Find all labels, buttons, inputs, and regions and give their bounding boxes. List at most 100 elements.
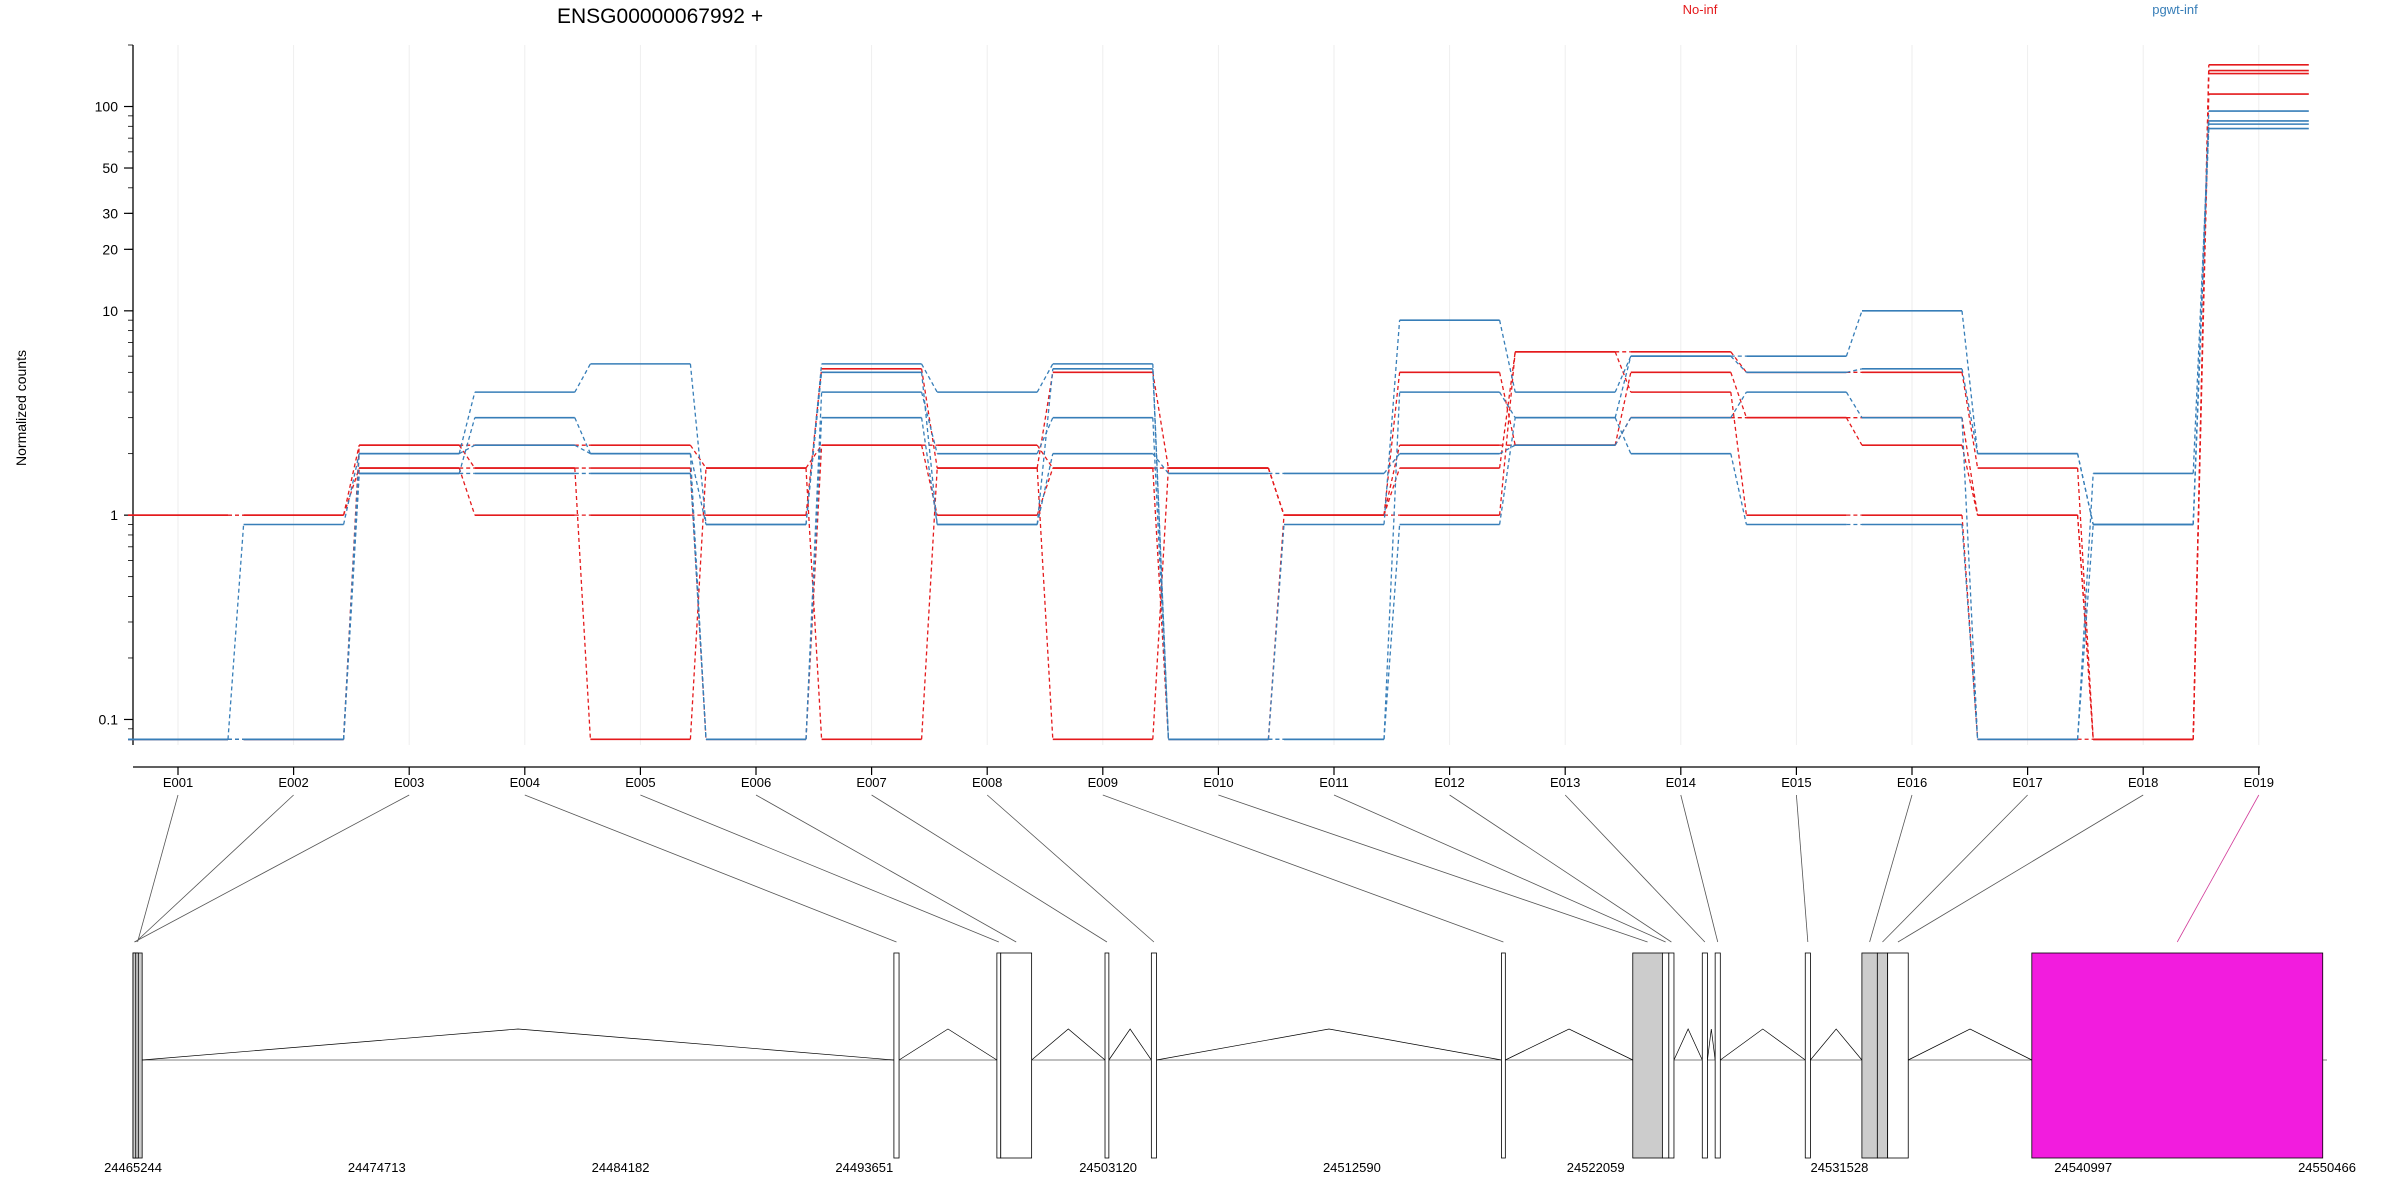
legend-label-no-inf: No-inf — [1683, 2, 1718, 17]
series-connector — [1730, 453, 1748, 525]
coordinate-label: 24465244 — [104, 1160, 162, 1175]
exon-e011 — [1661, 952, 1670, 1159]
connector-e014 — [1680, 794, 1719, 943]
series-connector — [1730, 392, 1748, 516]
series-connector — [920, 372, 938, 525]
intron — [1673, 1028, 1703, 1061]
series-connector — [1498, 417, 1516, 525]
x-tick-label-e009: E009 — [1088, 775, 1118, 790]
connector-e012 — [1449, 794, 1672, 943]
x-tick-label-e004: E004 — [510, 775, 540, 790]
series-connector — [1152, 468, 1170, 740]
axes: E001 E002 E003 E004 E005 E006 E007 E008 E009 E010… — [95, 44, 2274, 790]
intron — [1108, 1028, 1152, 1061]
x-tick-label-e017: E017 — [2012, 775, 2042, 790]
connector-e017 — [1882, 794, 2028, 943]
exon-e004 — [893, 952, 900, 1159]
intron — [1707, 1028, 1716, 1061]
series-connector — [1498, 372, 1516, 446]
exon-e006 — [1000, 952, 1033, 1159]
exon-e003 — [132, 952, 137, 1159]
exon-e005 — [996, 952, 1002, 1159]
series-connector — [1614, 351, 1632, 393]
series-connector — [1383, 453, 1401, 474]
series-connector — [1498, 320, 1516, 393]
exon-e013 — [1701, 952, 1708, 1159]
intron — [1505, 1028, 1633, 1061]
series-connector — [2076, 524, 2094, 740]
series-connector — [1036, 453, 1054, 525]
series-connector — [1036, 444, 1054, 469]
series-connector — [2192, 94, 2210, 740]
series-connector — [920, 417, 938, 525]
x-tick-label-e016: E016 — [1897, 775, 1927, 790]
coordinate-label: 24484182 — [592, 1160, 650, 1175]
series-connector — [1961, 417, 1979, 740]
series-connector — [1730, 351, 1747, 373]
series-connector — [1036, 467, 1054, 516]
exon-connectors — [134, 794, 2260, 943]
connector-e007 — [871, 794, 1108, 943]
series-connector — [1961, 445, 1979, 516]
x-tick-label-e014: E014 — [1666, 775, 1696, 790]
y-tick-label: 0.1 — [99, 711, 119, 727]
series-connector — [1036, 468, 1054, 740]
series-4 — [128, 93, 2309, 741]
intron — [1031, 1028, 1106, 1061]
connector-e006 — [755, 794, 1017, 943]
intron — [1156, 1028, 1502, 1061]
series-connector — [1267, 467, 1285, 516]
series-connector — [805, 417, 823, 740]
series-connector — [1499, 444, 1516, 455]
intron — [898, 1028, 998, 1061]
series-connector — [689, 473, 707, 740]
y-tick-label: 100 — [95, 99, 119, 115]
series-connector — [342, 467, 360, 516]
exon-e019 — [2031, 952, 2324, 1159]
connector-e003 — [134, 794, 410, 943]
series-connector — [1152, 372, 1170, 469]
series-7 — [128, 123, 2309, 741]
x-tick-label-e019: E019 — [2244, 775, 2274, 790]
x-tick-label-e011: E011 — [1319, 775, 1348, 790]
series-connector — [689, 444, 707, 469]
series-connector — [1961, 524, 1979, 740]
coordinate-label: 24512590 — [1323, 1160, 1381, 1175]
series-connector — [458, 444, 476, 455]
exon-e012 — [1668, 952, 1675, 1159]
x-tick-label-e002: E002 — [278, 775, 308, 790]
x-tick-label-e001: E001 — [163, 775, 193, 790]
series-connector — [342, 453, 360, 525]
y-tick-label: 50 — [102, 160, 118, 176]
coordinate-label: 24550466 — [2298, 1160, 2356, 1175]
connector-e019 — [2176, 794, 2260, 943]
series-connector — [1846, 368, 1863, 373]
series-connector — [574, 417, 591, 454]
series-connector — [1961, 417, 1979, 516]
intron — [1908, 1028, 2032, 1061]
x-tick-label-e013: E013 — [1550, 775, 1580, 790]
series-lines — [128, 64, 2309, 741]
connector-e005 — [640, 794, 999, 943]
series-8 — [128, 127, 2309, 741]
exon-e017 — [1876, 952, 1889, 1159]
connector-e008 — [986, 794, 1155, 943]
connector-e002 — [135, 794, 294, 943]
connector-e018 — [1897, 794, 2144, 943]
coordinate-label: 24522059 — [1567, 1160, 1625, 1175]
y-tick-label: 10 — [102, 303, 118, 319]
coordinate-label: 24503120 — [1079, 1160, 1137, 1175]
series-connector — [1036, 368, 1054, 525]
x-tick-label-e010: E010 — [1203, 775, 1233, 790]
series-connector — [227, 524, 245, 740]
x-tick-label-e018: E018 — [2128, 775, 2158, 790]
coordinate-label: 24474713 — [348, 1160, 406, 1175]
series-connector — [1383, 467, 1401, 516]
chart-title: ENSG00000067992 + — [557, 5, 763, 28]
connector-e010 — [1218, 794, 1648, 943]
y-tick-label: 30 — [102, 205, 118, 221]
coordinate-label: 24493651 — [835, 1160, 893, 1175]
connector-e009 — [1102, 794, 1504, 943]
x-tick-label-e008: E008 — [972, 775, 1002, 790]
